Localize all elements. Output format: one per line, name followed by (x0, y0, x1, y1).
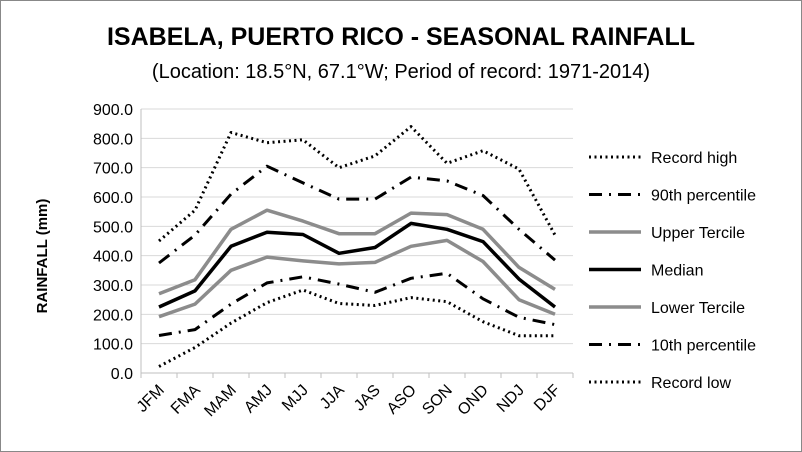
x-tick-label: OND (455, 382, 492, 419)
y-tick-label: 300.0 (93, 278, 133, 295)
x-tick-label: MJJ (279, 382, 312, 415)
legend-label: 90th percentile (651, 188, 756, 205)
x-tick-label: AMJ (241, 382, 276, 417)
x-tick-label: ASO (384, 382, 420, 418)
x-tick-label: JJA (317, 382, 348, 413)
x-tick-label: MAM (201, 382, 239, 420)
y-tick-label: 600.0 (93, 190, 133, 207)
y-tick-label: 900.0 (93, 102, 133, 119)
legend-label: Lower Tercile (651, 300, 745, 317)
series-line-lower-tercile (158, 238, 556, 319)
y-tick-label: 0.0 (111, 366, 133, 383)
series-line-90th-percentile (158, 164, 556, 265)
legend-label: Record low (651, 375, 731, 392)
x-tick-label: FMA (168, 382, 204, 418)
series-line-record-high (158, 125, 557, 243)
y-axis-label: RAINFALL (mm) (34, 199, 51, 314)
y-tick-label: 500.0 (93, 219, 133, 236)
y-tick-label: 200.0 (93, 307, 133, 324)
series-lines (158, 125, 557, 368)
series-line-10th-percentile (158, 271, 556, 337)
series-line-record-low (158, 288, 555, 368)
legend-label: 10th percentile (651, 338, 756, 355)
legend-label: Upper Tercile (651, 225, 745, 242)
chart-subtitle: (Location: 18.5°N, 67.1°W; Period of rec… (152, 61, 650, 83)
legend-label: Record high (651, 150, 737, 167)
x-tick-label: SON (419, 382, 456, 419)
y-tick-label: 800.0 (93, 131, 133, 148)
y-tick-label: 400.0 (93, 249, 133, 266)
x-tick-label: NDJ (494, 382, 528, 416)
series-line-upper-tercile (158, 208, 556, 296)
legend-label: Median (651, 263, 703, 280)
gridlines (141, 108, 573, 345)
x-tick-label: DJF (531, 382, 564, 415)
x-tick-label: JAS (351, 382, 384, 415)
y-tick-label: 100.0 (93, 337, 133, 354)
y-tick-label: 700.0 (93, 161, 133, 178)
chart-title: ISABELA, PUERTO RICO - SEASONAL RAINFALL (107, 23, 695, 51)
x-tick-label: JFM (134, 382, 168, 416)
legend: Record high 90th percentile Upper Tercile M… (589, 150, 756, 392)
series-line-median (158, 221, 557, 309)
